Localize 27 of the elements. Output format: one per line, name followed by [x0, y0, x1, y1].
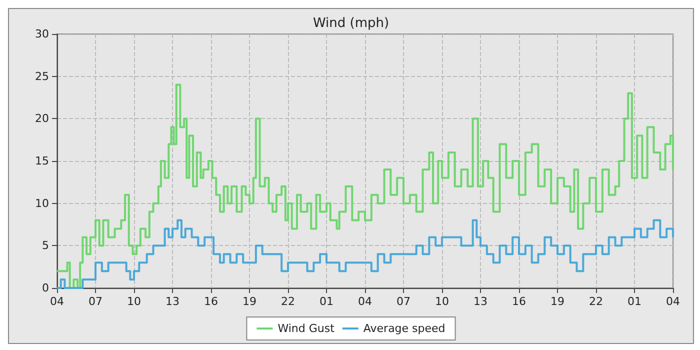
x-tick-label: 07 — [88, 295, 102, 308]
x-tick-label: 10 — [127, 295, 141, 308]
legend-label: Wind Gust — [278, 322, 336, 335]
x-tick-label: 16 — [512, 295, 526, 308]
x-tick-label: 04 — [50, 295, 64, 308]
x-tick-label: 13 — [166, 295, 180, 308]
legend-label: Average speed — [363, 322, 446, 335]
y-tick-label: 30 — [35, 28, 49, 40]
y-tick-label: 0 — [42, 282, 49, 294]
x-tick-label: 04 — [358, 295, 372, 308]
y-tick-label: 5 — [42, 239, 49, 252]
x-tick-label: 16 — [204, 295, 218, 308]
y-tick-label: 25 — [35, 70, 49, 83]
x-tick-label: 22 — [589, 295, 603, 308]
chart-title: Wind (mph) — [312, 16, 390, 31]
y-tick-label: 15 — [35, 154, 49, 168]
x-tick-label: 19 — [550, 295, 564, 308]
x-tick-label: 01 — [320, 295, 334, 308]
y-tick-label: 20 — [35, 112, 49, 126]
x-tick-label: 22 — [281, 295, 295, 308]
x-tick-label: 10 — [435, 295, 449, 308]
x-tick-label: 19 — [242, 295, 256, 308]
x-tick-label: 04 — [666, 295, 680, 308]
x-tick-label: 13 — [474, 295, 488, 308]
x-tick-label: 07 — [396, 295, 410, 308]
x-tick-label: 01 — [628, 295, 642, 308]
y-tick-label: 10 — [35, 196, 49, 210]
